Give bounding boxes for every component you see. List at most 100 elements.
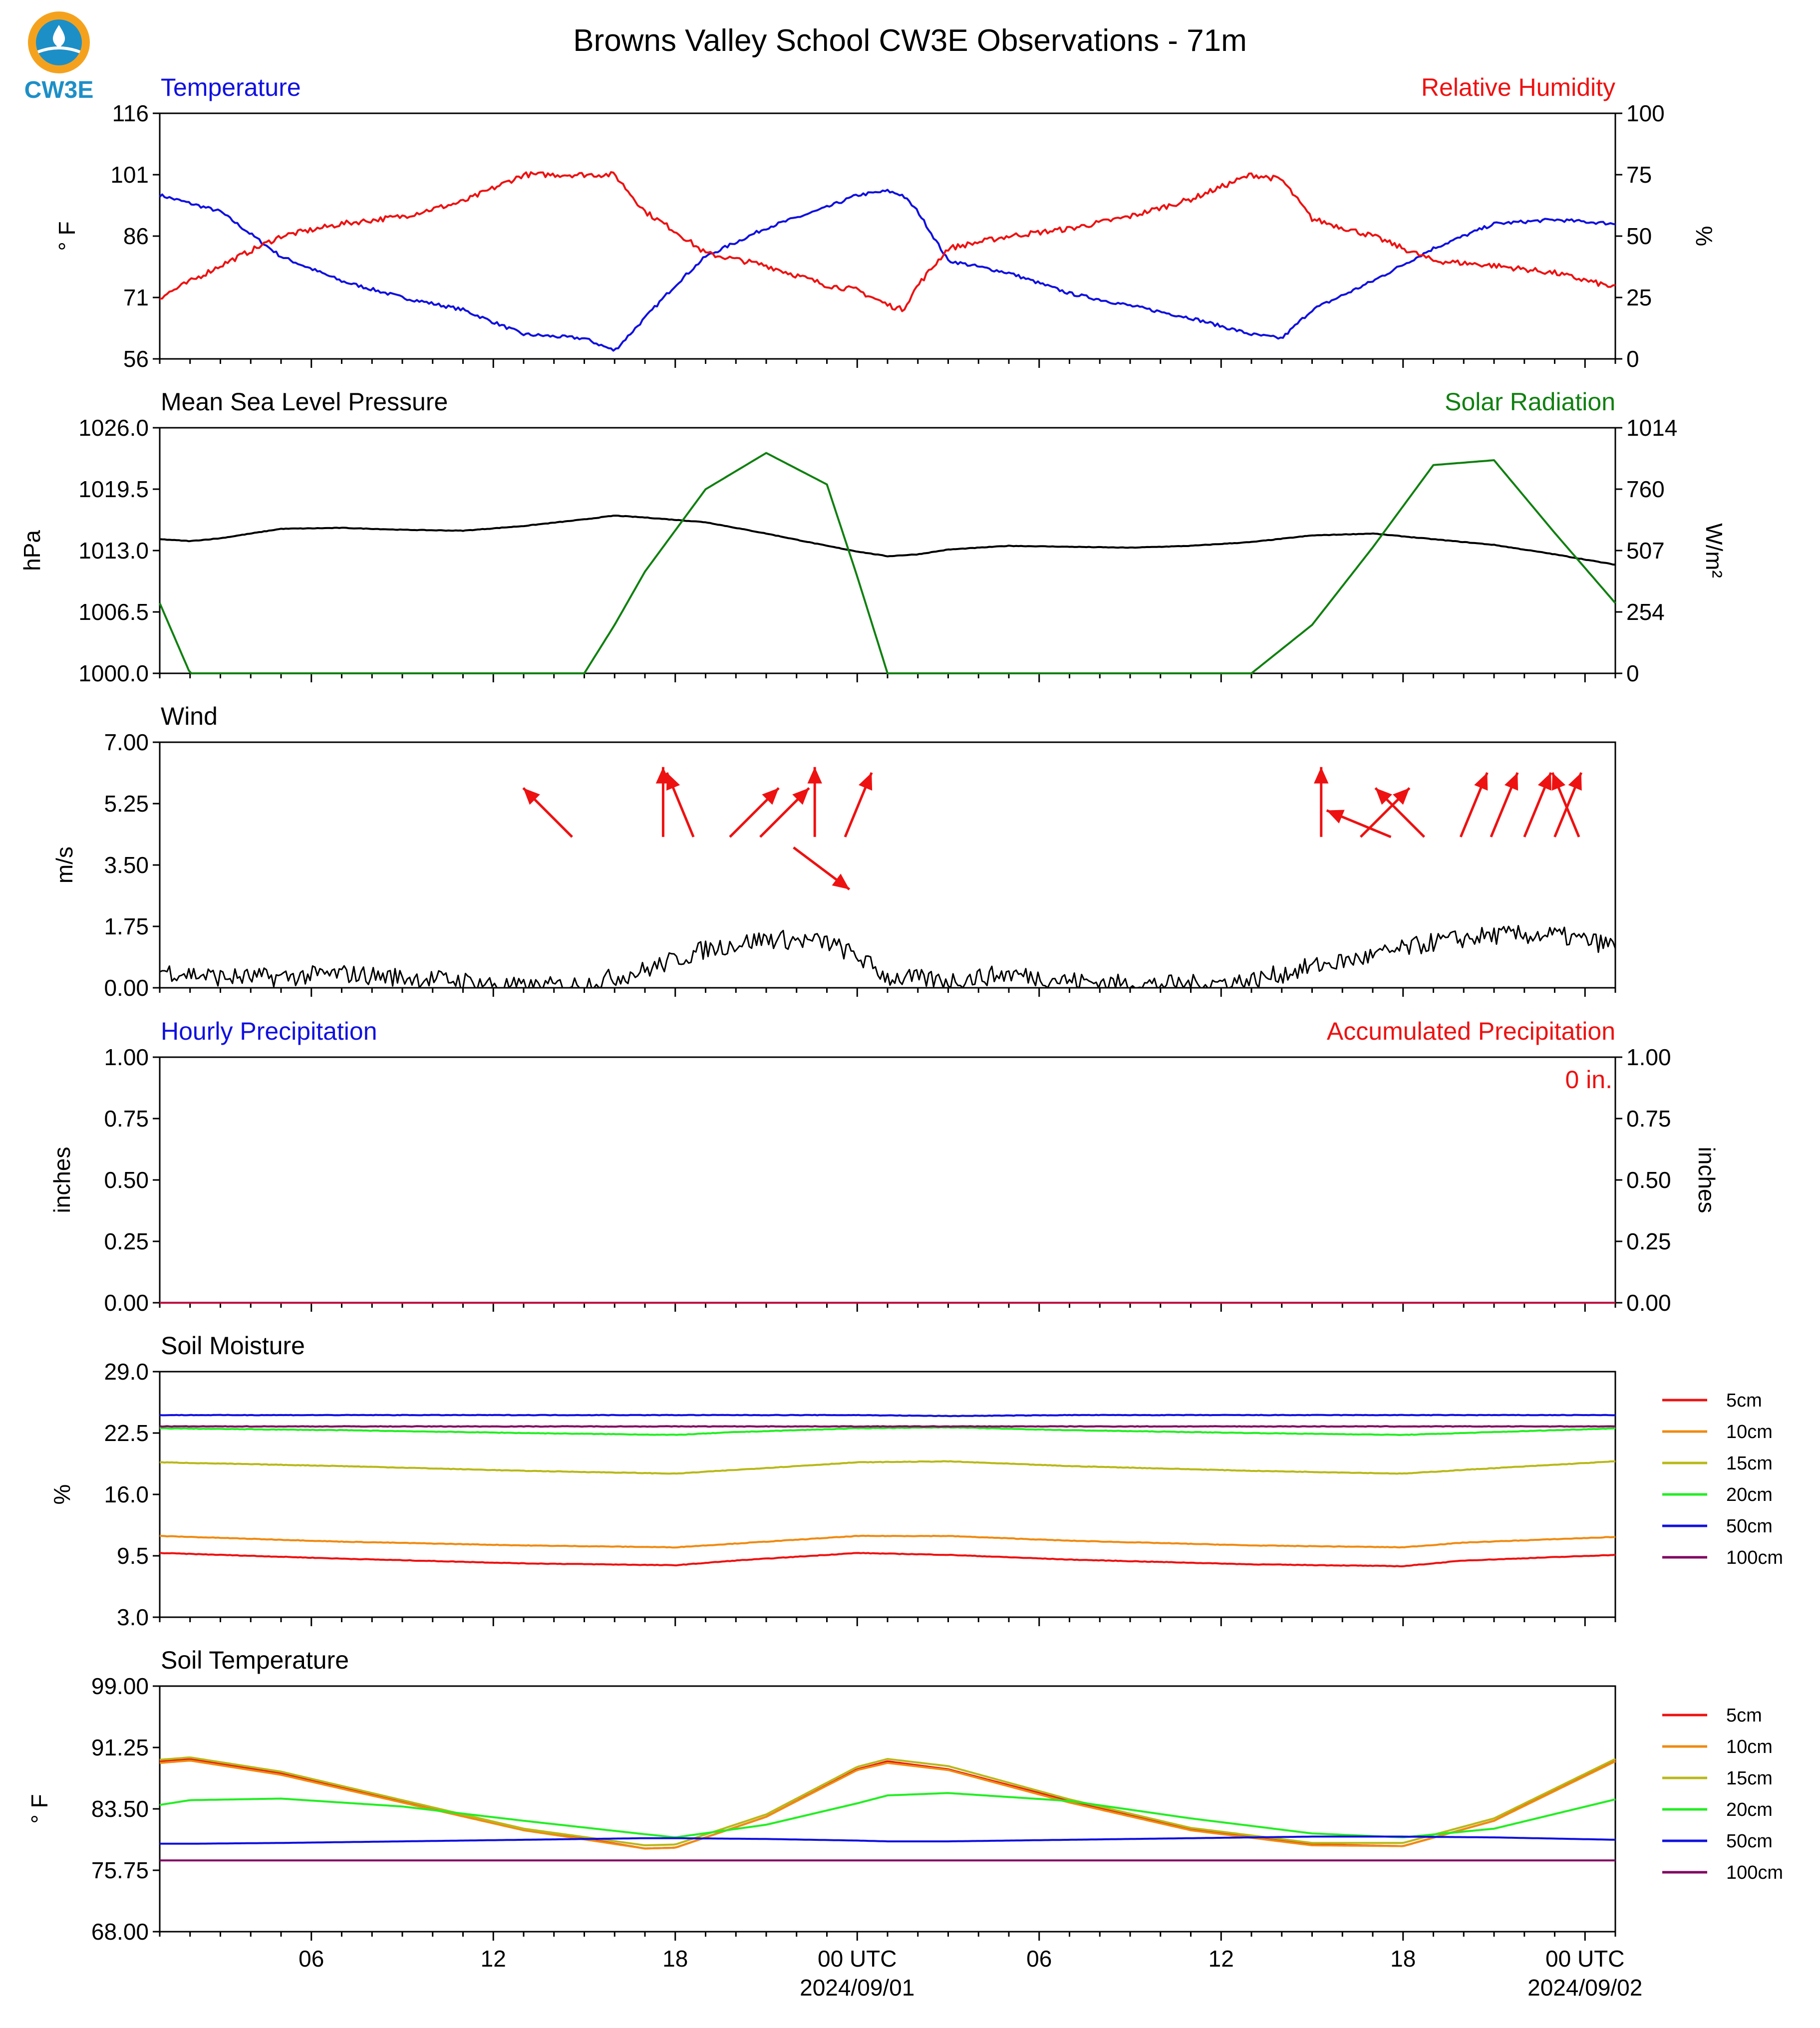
panel-frame (159, 1685, 1616, 1933)
panel-frame (159, 1056, 1616, 1304)
x-tick-label: 00 UTC (1545, 1946, 1624, 1972)
x-ticks (159, 1303, 1616, 1312)
cw3e-logo: CW3E (24, 11, 93, 103)
y-tick-label: 16.0 (104, 1481, 149, 1507)
panel-frame (159, 112, 1616, 360)
soil-temp-10cm-line (159, 1759, 1616, 1850)
y-tick-label: 5.25 (104, 791, 149, 817)
temperature-line (159, 189, 1616, 352)
y-tick-label: 1.75 (104, 913, 149, 939)
y-tick-label: 68.00 (91, 1919, 149, 1945)
logo-wave-icon (37, 46, 81, 53)
legend-label: 20cm (1726, 1484, 1773, 1505)
soil-moisture-title: Soil Moisture (161, 1332, 305, 1360)
left-ticks: 1.00 0.75 0.50 0.25 0.00 (104, 1044, 160, 1316)
wind-arrow-head (1393, 788, 1410, 805)
wind-arrow-head (1537, 772, 1551, 791)
y-tick-label: 0 (1626, 346, 1639, 372)
humidity-title: Relative Humidity (1421, 73, 1615, 101)
hourly-precip-title: Hourly Precipitation (161, 1017, 377, 1045)
wind-arrow-head (1505, 772, 1518, 791)
wind-arrow-head (523, 788, 540, 805)
x-tick-label: 06 (1026, 1946, 1052, 1972)
soil-moisture-20cm-line (159, 1426, 1616, 1436)
y-tick-label: 507 (1626, 538, 1665, 564)
y-tick-label: 101 (110, 162, 149, 188)
x-ticks (159, 359, 1616, 368)
figure-title: Browns Valley School CW3E Observations -… (573, 23, 1247, 58)
y-tick-label: 7.00 (104, 729, 149, 755)
legend-label: 15cm (1726, 1453, 1773, 1474)
y-tick-label: 1013.0 (78, 538, 149, 564)
left-ticks: 7.00 5.25 3.50 1.75 0.00 (104, 729, 160, 1001)
wind-unit: m/s (51, 847, 77, 883)
x-tick-label: 18 (662, 1946, 688, 1972)
y-tick-label: 29.0 (104, 1359, 149, 1385)
right-ticks: 1.00 0.75 0.50 0.25 0.00 (1615, 1044, 1671, 1316)
panel-wind: Wind m/s 7.00 5.25 3.50 1.75 0.00 (51, 702, 1616, 1001)
wind-arrow-head (1375, 788, 1392, 805)
left-ticks: 99.00 91.25 83.50 75.75 68.00 (91, 1673, 160, 1945)
solar-unit: W/m² (1701, 523, 1727, 578)
y-tick-label: 9.5 (117, 1543, 149, 1569)
x-tick-label: 12 (481, 1946, 506, 1972)
y-tick-label: 91.25 (91, 1735, 149, 1760)
y-tick-label: 0.75 (104, 1106, 149, 1132)
soil-moisture-100cm-line (159, 1425, 1616, 1428)
y-tick-label: 0.00 (104, 1290, 149, 1316)
series-lines (159, 452, 1616, 674)
y-tick-label: 1.00 (1626, 1044, 1671, 1070)
y-tick-label: 0 (1626, 660, 1639, 686)
panel-pressure-solar: Mean Sea Level Pressure Solar Radiation … (19, 388, 1727, 686)
hourly-precip-unit: inches (49, 1147, 75, 1213)
y-tick-label: 0.00 (1626, 1290, 1671, 1316)
y-tick-label: 254 (1626, 599, 1665, 625)
y-tick-label: 0.25 (1626, 1228, 1671, 1254)
y-tick-label: 100 (1626, 100, 1665, 126)
right-ticks: 100 75 50 25 0 (1615, 100, 1665, 372)
x-tick-label: 12 (1209, 1946, 1234, 1972)
y-tick-label: 25 (1626, 285, 1652, 310)
series-lines (159, 1414, 1616, 1568)
soil-moisture-legend: 5cm 10cm 15cm 20cm 50cm 100cm (1662, 1390, 1783, 1568)
wind-arrow-head (762, 788, 779, 805)
wind-arrow-head (1551, 772, 1566, 791)
panel-frame (159, 741, 1616, 989)
right-ticks: 1014 760 507 254 0 (1615, 415, 1677, 686)
y-tick-label: 3.50 (104, 852, 149, 878)
y-tick-label: 1006.5 (78, 599, 149, 625)
legend-label: 15cm (1726, 1768, 1773, 1789)
soil-temp-15cm-line (159, 1756, 1616, 1846)
wind-arrow-head (1474, 772, 1488, 791)
panel-soil-moisture: Soil Moisture % 29.0 22.5 16.0 9.5 3.0 5cm 10… (49, 1332, 1783, 1630)
wind-arrow-head (792, 788, 809, 805)
series-lines (159, 1756, 1616, 1862)
y-tick-label: 116 (112, 100, 149, 126)
x-ticks (159, 1932, 1616, 1941)
panel-precipitation: Hourly Precipitation Accumulated Precipi… (49, 1017, 1720, 1316)
wind-arrows (522, 767, 1583, 890)
legend-label: 5cm (1726, 1390, 1762, 1411)
y-tick-label: 1.00 (104, 1044, 149, 1070)
x-tick-labels: 06 12 18 00 UTC 2024/09/01 06 12 18 00 UTC 2024/0… (299, 1946, 1642, 2001)
wind-arrow-head (1314, 767, 1329, 784)
panel-frame (159, 427, 1616, 674)
solar-title: Solar Radiation (1445, 388, 1615, 416)
wind-arrow-head (1568, 772, 1582, 791)
pressure-title: Mean Sea Level Pressure (161, 388, 448, 416)
y-tick-label: 83.50 (91, 1796, 149, 1822)
y-tick-label: 99.00 (91, 1673, 149, 1699)
series-lines (159, 171, 1616, 352)
y-tick-label: 56 (123, 346, 149, 372)
wind-arrow-head (666, 772, 680, 791)
soil-temperature-title: Soil Temperature (161, 1646, 349, 1674)
y-tick-label: 0.00 (104, 975, 149, 1001)
wind-arrow-head (859, 772, 873, 791)
wind-speed-line (159, 925, 1616, 989)
accum-precip-title: Accumulated Precipitation (1327, 1017, 1615, 1045)
soil-moisture-50cm-line (159, 1414, 1616, 1418)
soil-temperature-legend: 5cm 10cm 15cm 20cm 50cm 100cm (1662, 1705, 1783, 1883)
solar-line (159, 452, 1616, 674)
legend-label: 10cm (1726, 1422, 1773, 1443)
